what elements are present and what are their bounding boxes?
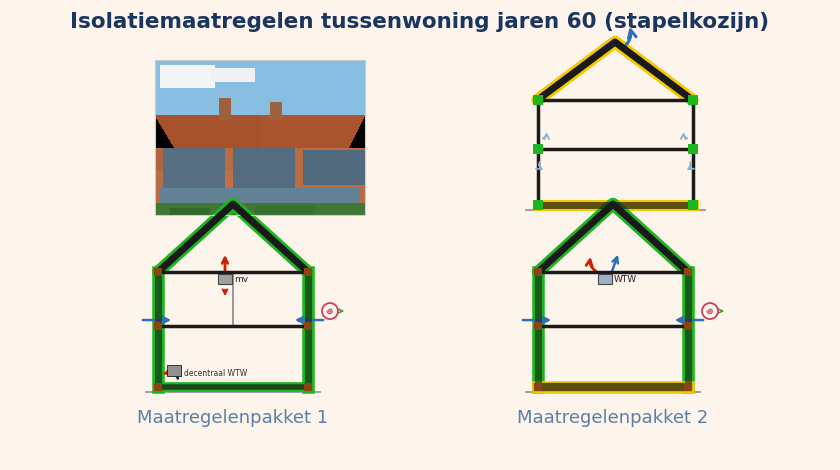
Bar bbox=[154, 383, 162, 391]
Bar bbox=[534, 322, 542, 330]
Text: mv: mv bbox=[234, 275, 248, 284]
Bar bbox=[684, 322, 692, 330]
Bar bbox=[304, 322, 312, 330]
Bar bbox=[304, 268, 312, 276]
Text: WTW: WTW bbox=[614, 275, 637, 284]
Bar bbox=[218, 274, 232, 284]
Bar bbox=[684, 383, 692, 391]
Bar bbox=[167, 365, 181, 376]
Bar bbox=[687, 95, 697, 105]
Bar bbox=[154, 322, 162, 330]
Bar bbox=[687, 200, 697, 210]
Text: Maatregelenpakket 1: Maatregelenpakket 1 bbox=[138, 409, 328, 427]
Bar bbox=[533, 95, 543, 105]
Bar bbox=[598, 274, 612, 284]
Bar bbox=[155, 60, 365, 215]
Text: decentraal WTW: decentraal WTW bbox=[184, 369, 247, 378]
Bar bbox=[154, 268, 162, 276]
Bar bbox=[687, 144, 697, 154]
Bar bbox=[533, 144, 543, 154]
Bar bbox=[304, 383, 312, 391]
Bar bbox=[534, 383, 542, 391]
Bar bbox=[684, 268, 692, 276]
Text: Isolatiemaatregelen tussenwoning jaren 60 (stapelkozijn): Isolatiemaatregelen tussenwoning jaren 6… bbox=[71, 12, 769, 32]
Bar bbox=[533, 200, 543, 210]
Bar bbox=[534, 268, 542, 276]
Text: Maatregelenpakket 2: Maatregelenpakket 2 bbox=[517, 409, 709, 427]
